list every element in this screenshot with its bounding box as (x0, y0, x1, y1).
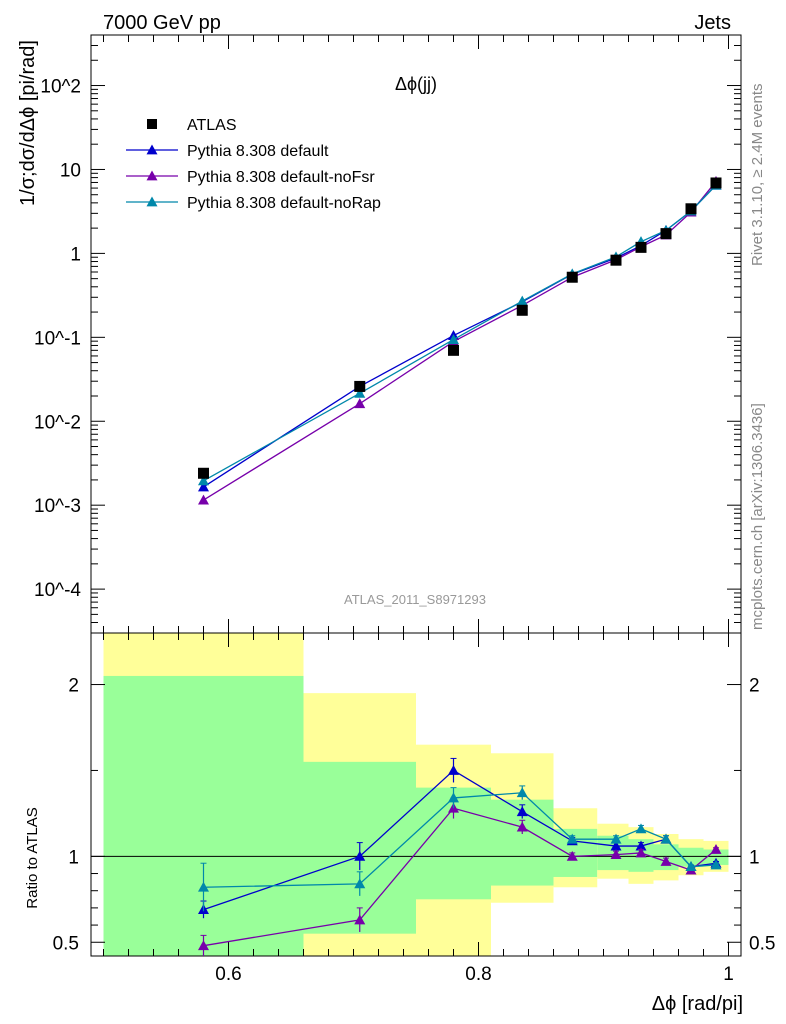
x-tick-label: 0.6 (215, 964, 241, 985)
atlas-data-point (635, 241, 647, 253)
main-series-point (198, 475, 209, 486)
y-tick-label: 10^-1 (34, 328, 81, 349)
data-marks (198, 175, 722, 956)
x-tick-label: 0.8 (465, 964, 491, 985)
ratio-series-point (354, 878, 366, 889)
ratio-y-tick-label: 0.5 (53, 933, 79, 954)
ratio-series-point (610, 833, 622, 844)
ratio-y-tick-label-right: 0.5 (749, 933, 775, 954)
ratio-frame (90, 632, 742, 957)
atlas-data-point (685, 203, 697, 215)
ratio-y-tick-label: 1 (68, 847, 79, 868)
legend-label: Pythia 8.308 default-noRap (187, 195, 381, 212)
ratio-series-point (610, 849, 622, 860)
ratio-series-point (566, 833, 578, 844)
legend-marker (146, 144, 158, 155)
axes-frames: 10^-4 10^-3 10^-2 10^-1 1 10 10^2 0.6 0.8 1 0.5 0.5… (34, 34, 775, 985)
legend-atlas-marker (147, 119, 157, 129)
main-series-point (354, 398, 366, 409)
ratio-y-tick-label: 2 (68, 676, 79, 697)
ratio-series-point (354, 914, 366, 925)
ratio-series-point (660, 856, 672, 866)
y-tick-label: 10^-3 (34, 496, 81, 517)
atlas-data-point (198, 467, 209, 479)
x-tick-label: 1 (723, 964, 734, 985)
ratio-series-point (710, 859, 722, 870)
ratio-series-point (635, 847, 647, 858)
ratio-series-point (448, 792, 459, 803)
header-left: 7000 GeV pp (103, 12, 221, 34)
main-title: Δϕ(jj) (395, 74, 437, 94)
y-tick-label: 10^-4 (34, 580, 81, 601)
rivet-label: Rivet 3.1.10, ≥ 2.4M events (749, 84, 766, 267)
header-right: Jets (694, 12, 731, 34)
atlas-data-point (354, 380, 366, 392)
ratio-series-point (610, 840, 622, 851)
ratio-series-point (660, 833, 672, 844)
ratio-series-line (203, 792, 717, 888)
ratio-series-point (635, 840, 647, 851)
atlas-data-point (566, 271, 578, 283)
ratio-uncertainty-bands (103, 633, 729, 956)
ratio-series-point (516, 787, 528, 798)
main-series-line (203, 184, 717, 482)
y-axis-label-main: 1/σ;dσ/dΔϕ [pi/rad] (17, 40, 39, 206)
green-band-bin (678, 847, 704, 867)
legend-label: Pythia 8.308 default (187, 143, 329, 160)
ratio-series-point (685, 861, 697, 872)
ratio-series-point (448, 764, 459, 775)
analysis-id: ATLAS_2011_S8971293 (344, 592, 486, 607)
legend: ATLAS Pythia 8.308 default Pythia 8.308 de… (126, 117, 381, 212)
ratio-series-point (635, 823, 647, 834)
atlas-data-point (610, 254, 622, 266)
green-band-bin (553, 828, 598, 877)
legend-label: Pythia 8.308 default-noFsr (187, 169, 375, 186)
ratio-series-point (516, 821, 528, 832)
main-series-point (198, 481, 209, 492)
legend-marker (146, 196, 158, 207)
ratio-y-tick-label-right: 1 (749, 847, 760, 868)
y-tick-label: 1 (70, 244, 81, 265)
green-band-bin (703, 849, 729, 865)
atlas-data-point (710, 177, 722, 189)
ratio-series-point (566, 850, 578, 861)
ratio-y-tick-label-right: 2 (749, 676, 760, 697)
y-axis-label-ratio: Ratio to ATLAS (24, 807, 41, 908)
ratio-series-point (198, 940, 209, 951)
atlas-data-point (448, 344, 459, 356)
x-axis-label: Δϕ [rad/pi] (652, 993, 743, 1015)
y-tick-label: 10 (60, 160, 81, 181)
atlas-data-point (660, 228, 672, 240)
legend-label: ATLAS (187, 117, 237, 134)
ratio-series-line (203, 807, 717, 947)
ratio-series-point (710, 843, 722, 854)
main-series-point (448, 334, 459, 344)
y-tick-label: 10^-2 (34, 412, 81, 433)
main-series-point (516, 295, 528, 306)
ratio-series-point (198, 881, 209, 892)
atlas-data-point (516, 304, 528, 316)
main-series-point (354, 387, 366, 398)
main-series-line (203, 181, 717, 501)
mcplots-label: mcplots.cern.ch [arXiv:1306.3436] (749, 403, 766, 630)
ratio-series-point (516, 806, 528, 817)
legend-marker (146, 170, 158, 181)
ratio-series-point (354, 850, 366, 861)
main-series-point (198, 494, 209, 505)
y-tick-label: 10^2 (40, 77, 81, 98)
